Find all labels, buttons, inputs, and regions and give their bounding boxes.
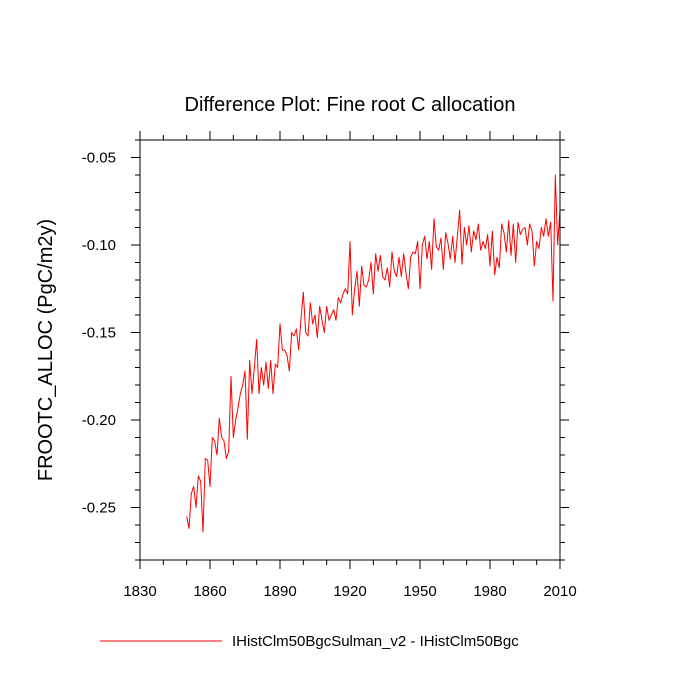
- series-line: [186, 174, 561, 533]
- plot-frame: [139, 139, 561, 561]
- x-tick-label: 1890: [263, 583, 296, 600]
- ticks-layer: [131, 131, 569, 569]
- legend-label: IHistClm50BgcSulman_v2 - IHistClm50Bgc: [232, 633, 519, 650]
- y-tick-label: -0.10: [82, 237, 116, 254]
- y-tick-label: -0.20: [82, 412, 116, 429]
- x-tick-label: 1920: [333, 583, 366, 600]
- x-tick-label: 1980: [473, 583, 506, 600]
- x-tick-labels: 1830 1860 1890 1920 1950 1980 2010: [123, 583, 576, 600]
- x-tick-label: 1830: [123, 583, 156, 600]
- y-tick-label: -0.15: [82, 325, 116, 342]
- x-tick-label: 2010: [543, 583, 576, 600]
- x-tick-label: 1860: [193, 583, 226, 600]
- legend: IHistClm50BgcSulman_v2 - IHistClm50Bgc: [100, 633, 519, 650]
- chart-title: Difference Plot: Fine root C allocation: [185, 94, 516, 116]
- y-tick-label: -0.05: [82, 150, 116, 167]
- y-tick-label: -0.25: [82, 500, 116, 517]
- y-axis-label: FROOTC_ALLOC (PgC/m2y): [35, 219, 57, 481]
- x-tick-label: 1950: [403, 583, 436, 600]
- y-tick-labels: -0.25 -0.20 -0.15 -0.10 -0.05: [82, 150, 116, 517]
